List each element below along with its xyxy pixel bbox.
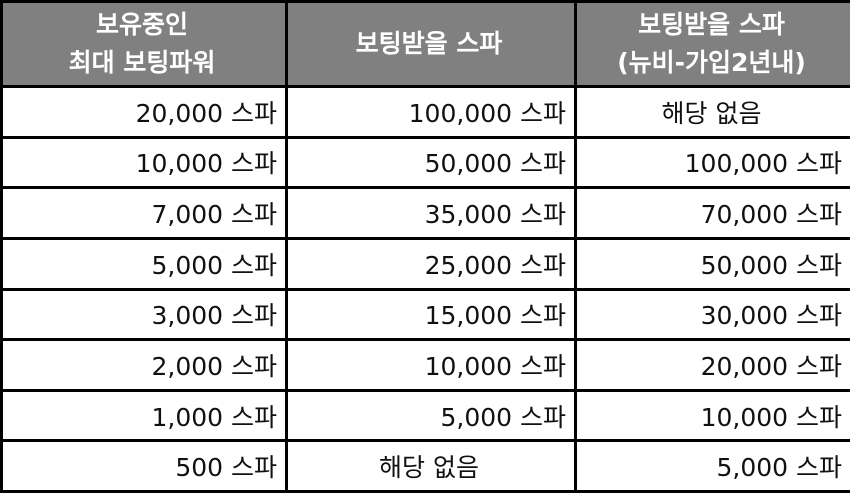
table-cell: 1,000 스파	[0, 388, 288, 443]
header-line: 보팅받을 스파	[638, 10, 785, 39]
table-cell: 해당 없음	[285, 439, 577, 493]
table-cell: 2,000 스파	[0, 338, 288, 392]
table-cell: 50,000 스파	[285, 135, 577, 190]
table-cell: 70,000 스파	[574, 186, 850, 240]
table-row: 20,000 스파 100,000 스파 해당 없음	[0, 85, 850, 139]
header-line: 보유중인	[95, 10, 188, 39]
header-line: 보팅받을 스파	[355, 29, 503, 58]
table-cell: 100,000 스파	[285, 85, 577, 139]
table-row: 3,000 스파 15,000 스파 30,000 스파	[0, 287, 850, 342]
table-cell: 100,000 스파	[574, 135, 850, 190]
table-cell: 20,000 스파	[574, 338, 850, 392]
header-sp-to-receive-newbie: 보팅받을 스파 (뉴비-가입2년내)	[574, 0, 850, 88]
table-cell: 50,000 스파	[574, 236, 850, 291]
table-cell: 10,000 스파	[285, 338, 577, 392]
table-cell: 5,000 스파	[574, 439, 850, 493]
table-row: 2,000 스파 10,000 스파 20,000 스파	[0, 338, 850, 392]
table-cell: 10,000 스파	[574, 388, 850, 443]
table-cell: 5,000 스파	[285, 388, 577, 443]
table-row: 5,000 스파 25,000 스파 50,000 스파	[0, 236, 850, 291]
table-cell: 500 스파	[0, 439, 288, 493]
table-cell: 해당 없음	[574, 85, 850, 139]
table-cell: 7,000 스파	[0, 186, 288, 240]
table-row: 500 스파 해당 없음 5,000 스파	[0, 439, 850, 493]
table-cell: 30,000 스파	[574, 287, 850, 342]
table-cell: 5,000 스파	[0, 236, 288, 291]
table-row: 1,000 스파 5,000 스파 10,000 스파	[0, 388, 850, 443]
header-line: (뉴비-가입2년내)	[617, 48, 806, 77]
table-cell: 10,000 스파	[0, 135, 288, 190]
table-row: 10,000 스파 50,000 스파 100,000 스파	[0, 135, 850, 190]
table-cell: 25,000 스파	[285, 236, 577, 291]
table-cell: 3,000 스파	[0, 287, 288, 342]
table-row: 7,000 스파 35,000 스파 70,000 스파	[0, 186, 850, 240]
header-line: 최대 보팅파워	[68, 48, 216, 77]
table-cell: 20,000 스파	[0, 85, 288, 139]
table-cell: 15,000 스파	[285, 287, 577, 342]
header-sp-to-receive: 보팅받을 스파	[285, 0, 577, 88]
table-cell: 35,000 스파	[285, 186, 577, 240]
